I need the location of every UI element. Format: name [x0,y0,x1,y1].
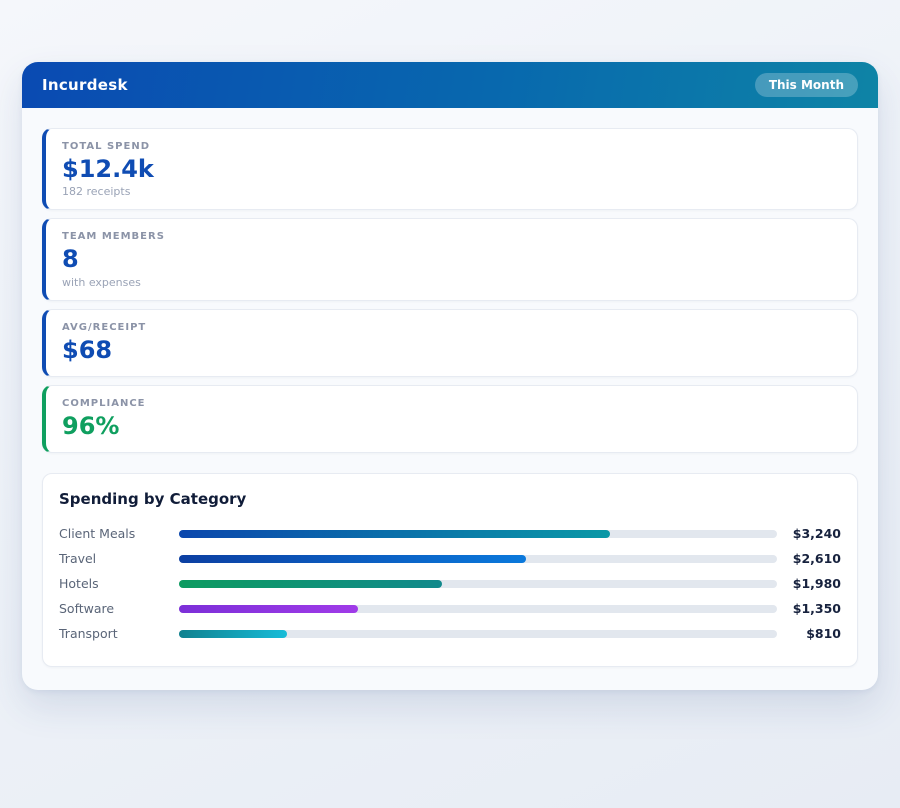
chart-category-label: Software [59,601,115,617]
stat-sub: with expenses [62,275,141,289]
stat-cards: TOTAL SPEND $12.4k 182 receipts TEAM MEM… [42,128,858,454]
chart-row: Client Meals $3,240 [59,521,841,546]
stat-card: TOTAL SPEND $12.4k 182 receipts [42,128,858,211]
chart-bar-track [179,604,777,613]
stat-value: 8 [62,245,79,274]
stat-label: COMPLIANCE [62,397,146,409]
dashboard-container: Incurdesk This Month TOTAL SPEND $12.4k … [22,62,878,691]
stat-sub: 182 receipts [62,185,131,199]
chart-value-label: $810 [806,626,841,642]
stat-card: AVG/RECEIPT $68 [42,308,858,377]
stat-label: TEAM MEMBERS [62,231,165,243]
chart-category-label: Transport [59,626,118,642]
chart-row: Travel $2,610 [59,546,841,571]
chart-bar-fill [179,529,610,538]
chart-category-label: Client Meals [59,526,136,542]
chart-row: Transport $810 [59,621,841,646]
chart-bar-fill [179,604,359,613]
stat-value: $68 [62,335,113,364]
chart-value-label: $1,980 [792,576,841,592]
chart-bar-fill [179,579,443,588]
period-badge[interactable]: This Month [754,73,858,97]
chart-bar-fill [179,629,287,638]
stat-card: TEAM MEMBERS 8 with expenses [42,218,858,301]
chart-bar-track [179,554,777,563]
chart-category-label: Travel [59,551,97,567]
chart-bar-fill [179,554,526,563]
stat-label: TOTAL SPEND [62,141,150,152]
app-header: Incurdesk This Month [22,62,878,108]
chart-category-label: Hotels [59,576,99,592]
chart-value-label: $1,350 [792,601,841,617]
spending-chart-card: Spending by Category Client Meals $3,240… [42,473,858,668]
chart-bar-track [179,529,777,538]
chart-row: Software $1,350 [59,596,841,621]
stat-value: 96% [62,411,120,440]
stat-card: COMPLIANCE 96% [42,384,858,454]
app-title: Incurdesk [42,76,128,94]
chart-bar-track [179,629,777,638]
stat-label: AVG/RECEIPT [62,321,147,333]
chart-title: Spending by Category [59,490,247,509]
chart-rows: Client Meals $3,240 Travel $2,610 Hotels… [59,521,841,646]
chart-bar-track [179,579,777,588]
stat-value: $12.4k [62,155,154,183]
chart-value-label: $2,610 [792,551,841,567]
chart-row: Hotels $1,980 [59,571,841,596]
dashboard-content: TOTAL SPEND $12.4k 182 receipts TEAM MEM… [22,108,878,690]
chart-value-label: $3,240 [792,526,841,542]
